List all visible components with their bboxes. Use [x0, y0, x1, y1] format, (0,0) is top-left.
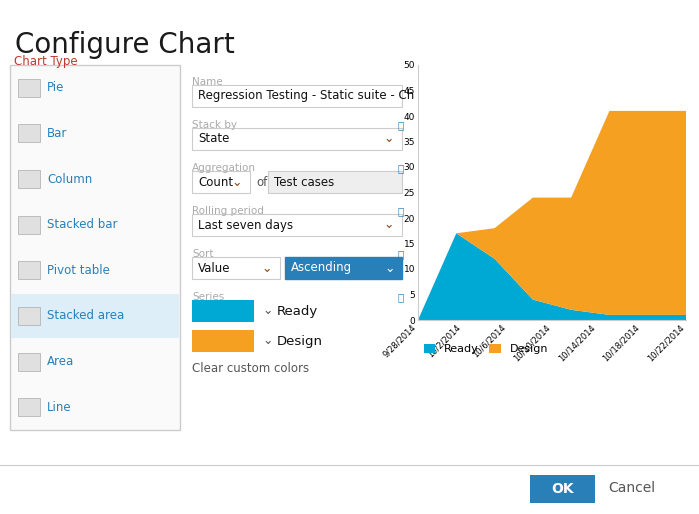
Bar [192, 214, 402, 236]
Text: Regression Testing - Static suite - Ch: Regression Testing - Static suite - Ch [198, 89, 415, 102]
Text: Chart Type: Chart Type [14, 56, 78, 68]
Text: Rolling period: Rolling period [192, 206, 264, 216]
Text: Test cases: Test cases [274, 175, 334, 189]
Bar [192, 128, 402, 150]
Text: Column: Column [47, 173, 92, 186]
Text: Last seven days: Last seven days [198, 218, 293, 231]
Bar [18, 398, 40, 416]
Bar [18, 353, 40, 371]
Text: Stack by: Stack by [192, 120, 237, 130]
Text: Pivot table: Pivot table [47, 264, 110, 277]
Text: ⌄: ⌄ [384, 262, 395, 274]
Bar [192, 257, 280, 279]
Bar [192, 85, 402, 107]
Text: ⓘ: ⓘ [398, 120, 404, 130]
Text: Series: Series [192, 292, 224, 302]
Text: ⌄: ⌄ [231, 175, 242, 189]
Text: ⓘ: ⓘ [398, 206, 404, 216]
Text: ⌄: ⌄ [262, 304, 273, 318]
Text: of: of [256, 175, 267, 189]
Text: ⓘ: ⓘ [398, 163, 404, 173]
Text: Stacked bar: Stacked bar [47, 218, 117, 231]
Text: Ascending: Ascending [291, 262, 352, 274]
Text: Aggregation: Aggregation [192, 163, 256, 173]
Text: OK: OK [552, 482, 574, 496]
Bar [18, 307, 40, 325]
Text: Count: Count [198, 175, 233, 189]
Bar [285, 257, 402, 279]
Bar [10, 65, 180, 430]
Text: Cancel: Cancel [608, 481, 655, 495]
Text: Design: Design [277, 335, 323, 347]
Bar [192, 300, 254, 322]
Text: Clear custom colors: Clear custom colors [192, 361, 309, 375]
Text: Bar: Bar [47, 127, 67, 140]
Text: ⌄: ⌄ [261, 262, 272, 274]
Text: Line: Line [47, 401, 71, 414]
Text: State: State [198, 133, 229, 145]
Text: Stacked area: Stacked area [47, 309, 124, 322]
Legend: Ready, Design: Ready, Design [424, 344, 548, 354]
Text: Value: Value [198, 262, 231, 274]
Text: Sort: Sort [192, 249, 213, 259]
Bar [18, 170, 40, 188]
Text: ⓘ: ⓘ [398, 249, 404, 259]
Bar [192, 171, 250, 193]
Text: Area: Area [47, 355, 74, 368]
Text: Name: Name [192, 77, 222, 87]
Bar [192, 330, 254, 352]
Text: Configure Chart: Configure Chart [15, 31, 235, 59]
Text: Pie: Pie [47, 81, 64, 94]
Text: ⌄: ⌄ [384, 133, 394, 145]
Text: ⌄: ⌄ [262, 335, 273, 347]
Bar [18, 79, 40, 97]
Bar [18, 124, 40, 142]
Text: Ready: Ready [277, 304, 318, 318]
Text: ⌄: ⌄ [384, 218, 394, 231]
Bar [268, 171, 402, 193]
Bar [18, 216, 40, 234]
Bar [18, 261, 40, 279]
Bar [530, 475, 595, 503]
Text: ⓘ: ⓘ [398, 292, 404, 302]
Bar [11, 294, 179, 338]
